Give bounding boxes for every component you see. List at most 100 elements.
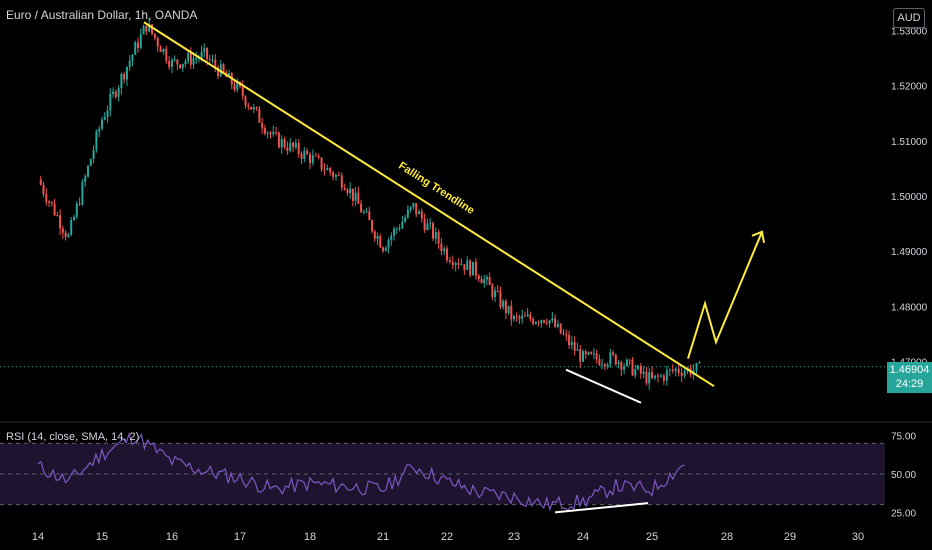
candle bbox=[323, 169, 326, 171]
candle bbox=[64, 232, 67, 237]
candle bbox=[92, 149, 95, 160]
candle bbox=[233, 84, 236, 90]
candle bbox=[532, 319, 535, 324]
candle bbox=[314, 155, 317, 157]
candle bbox=[176, 59, 179, 65]
candle bbox=[184, 61, 187, 64]
candle bbox=[698, 362, 701, 364]
candle bbox=[651, 372, 653, 378]
candle bbox=[472, 261, 475, 276]
candle bbox=[576, 349, 579, 351]
candle bbox=[537, 322, 540, 324]
candle bbox=[263, 128, 266, 134]
candle bbox=[429, 223, 432, 225]
candle bbox=[211, 59, 214, 61]
candle bbox=[601, 364, 604, 366]
candle bbox=[332, 172, 335, 177]
candle bbox=[42, 184, 45, 194]
candle bbox=[89, 159, 92, 166]
candle bbox=[415, 203, 418, 215]
currency-selector[interactable]: AUD bbox=[893, 8, 925, 28]
candle bbox=[261, 122, 264, 129]
candle bbox=[208, 59, 211, 61]
candle bbox=[474, 261, 477, 276]
candle bbox=[659, 375, 662, 377]
candle bbox=[75, 203, 78, 217]
candle bbox=[603, 364, 606, 367]
candle bbox=[255, 107, 258, 109]
candle bbox=[432, 223, 434, 239]
candle bbox=[510, 305, 513, 320]
rsi-axis-label: 50.00 bbox=[891, 470, 916, 481]
candle bbox=[252, 107, 255, 110]
candle bbox=[662, 375, 665, 381]
candle bbox=[680, 372, 683, 376]
candle bbox=[137, 42, 140, 48]
candle bbox=[365, 211, 368, 213]
time-axis-label: 25 bbox=[646, 531, 658, 543]
candle bbox=[406, 209, 409, 218]
candle bbox=[401, 221, 404, 229]
candle bbox=[326, 168, 329, 171]
candle bbox=[625, 359, 628, 366]
candle bbox=[592, 353, 595, 355]
candle bbox=[142, 25, 145, 35]
time-axis-label: 21 bbox=[377, 531, 389, 543]
candle bbox=[349, 188, 352, 194]
candle bbox=[488, 277, 491, 286]
candle bbox=[59, 215, 62, 229]
candle bbox=[120, 74, 123, 89]
candle bbox=[84, 176, 87, 182]
candle bbox=[496, 290, 499, 292]
time-axis-label: 17 bbox=[234, 531, 246, 543]
candle bbox=[460, 264, 463, 266]
candle bbox=[171, 59, 173, 67]
time-axis-label: 15 bbox=[96, 531, 108, 543]
candle bbox=[683, 371, 686, 376]
candle bbox=[485, 277, 488, 280]
falling-trendline bbox=[143, 21, 715, 388]
time-axis-label: 29 bbox=[784, 531, 796, 543]
candle bbox=[463, 264, 466, 271]
candle bbox=[357, 192, 360, 204]
candle bbox=[540, 320, 543, 324]
candle bbox=[337, 174, 340, 176]
candle bbox=[78, 203, 81, 205]
time-axis-label: 14 bbox=[32, 531, 44, 543]
candle bbox=[491, 285, 494, 297]
price-lower-low-line bbox=[565, 368, 642, 404]
candle bbox=[241, 86, 244, 97]
candle bbox=[101, 119, 103, 129]
candle bbox=[565, 334, 568, 336]
candle bbox=[677, 368, 680, 373]
candle bbox=[434, 231, 437, 239]
candle bbox=[39, 179, 42, 185]
candle bbox=[628, 359, 631, 361]
candle bbox=[451, 261, 454, 266]
candle bbox=[595, 353, 598, 360]
candle bbox=[200, 51, 203, 59]
last-price-tag: 1.46904 24:29 bbox=[887, 362, 932, 393]
candle bbox=[206, 47, 209, 60]
candle bbox=[634, 369, 637, 376]
candle bbox=[87, 165, 89, 177]
candle bbox=[590, 352, 593, 355]
candle bbox=[395, 228, 398, 230]
candle bbox=[409, 206, 412, 210]
price-axis-label: 1.51000 bbox=[891, 137, 928, 148]
candle bbox=[45, 193, 48, 202]
candle bbox=[620, 361, 623, 370]
candle bbox=[189, 53, 192, 65]
candle bbox=[343, 187, 346, 190]
candle bbox=[639, 365, 642, 374]
candle bbox=[423, 218, 426, 231]
candle bbox=[162, 48, 165, 53]
candle bbox=[134, 42, 137, 55]
candle bbox=[368, 211, 371, 221]
rsi-indicator-label[interactable]: RSI (14, close, SMA, 14, 2) bbox=[6, 431, 140, 443]
candle bbox=[258, 108, 261, 123]
candle bbox=[303, 150, 306, 159]
candle bbox=[156, 38, 159, 47]
candle bbox=[518, 316, 521, 319]
